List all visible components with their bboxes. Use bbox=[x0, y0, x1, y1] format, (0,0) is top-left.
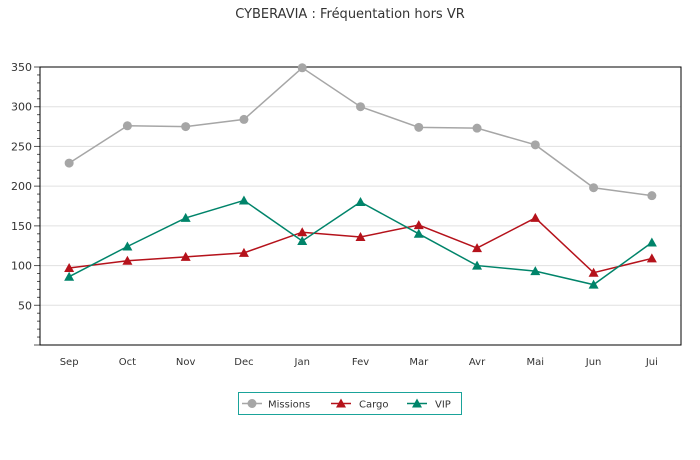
missions-point bbox=[297, 63, 307, 73]
y-tick-label: 150 bbox=[11, 220, 32, 233]
cargo-point bbox=[646, 253, 657, 263]
vip-point bbox=[588, 279, 599, 289]
missions-point bbox=[239, 114, 249, 124]
y-tick-label: 350 bbox=[11, 61, 32, 74]
y-tick-label: 300 bbox=[11, 101, 32, 114]
vip-point bbox=[413, 228, 424, 238]
missions-point bbox=[647, 191, 657, 201]
vip-point bbox=[64, 271, 75, 281]
y-tick-label: 250 bbox=[11, 140, 32, 153]
missions-point bbox=[181, 122, 191, 132]
missions-point bbox=[589, 183, 599, 193]
vip-point bbox=[180, 212, 191, 222]
missions-point bbox=[530, 140, 540, 150]
cargo-point bbox=[64, 262, 75, 272]
cargo-point bbox=[180, 251, 191, 261]
vip-point bbox=[122, 241, 133, 251]
missions-point bbox=[122, 121, 132, 131]
missions-point bbox=[414, 122, 424, 132]
y-tick-label: 50 bbox=[18, 299, 32, 312]
x-tick-label: Nov bbox=[176, 357, 196, 368]
vip-point bbox=[530, 266, 541, 276]
cargo-point bbox=[238, 247, 249, 257]
legend-marker-cargo bbox=[336, 398, 346, 408]
x-tick-label: Mai bbox=[527, 357, 545, 368]
cargo-point bbox=[413, 220, 424, 230]
legend-marker-missions bbox=[247, 399, 257, 408]
missions-point bbox=[64, 158, 74, 168]
x-tick-label: Oct bbox=[119, 357, 136, 368]
cargo-point bbox=[122, 255, 133, 265]
cargo-point bbox=[588, 267, 599, 277]
y-tick-label: 100 bbox=[11, 260, 32, 273]
legend-label-missions: Missions bbox=[268, 400, 310, 411]
legend-label-cargo: Cargo bbox=[359, 400, 389, 411]
cargo-point bbox=[297, 227, 308, 237]
vip-point bbox=[355, 197, 366, 207]
vip-line bbox=[68, 199, 653, 286]
plot-frame bbox=[39, 66, 682, 346]
legend-label-vip: VIP bbox=[435, 400, 451, 411]
vip-point bbox=[646, 237, 657, 247]
missions-line bbox=[68, 66, 652, 197]
vip-point bbox=[472, 260, 483, 270]
x-tick-label: Jui bbox=[645, 357, 658, 368]
cargo-point bbox=[472, 243, 483, 253]
legend-marker-vip bbox=[412, 398, 422, 408]
vip-point bbox=[297, 235, 308, 245]
x-tick-label: Avr bbox=[469, 357, 486, 368]
cargo-point bbox=[530, 212, 541, 222]
x-tick-label: Fev bbox=[352, 357, 369, 368]
x-tick-label: Dec bbox=[234, 357, 253, 368]
chart-title: CYBERAVIA : Fréquentation hors VR bbox=[235, 7, 465, 22]
missions-point bbox=[356, 102, 365, 112]
vip-point bbox=[238, 195, 249, 205]
missions-point bbox=[472, 123, 482, 133]
x-tick-label: Jan bbox=[294, 357, 310, 368]
x-tick-label: Mar bbox=[409, 357, 429, 368]
x-tick-label: Sep bbox=[60, 357, 79, 368]
cargo-point bbox=[355, 231, 366, 241]
y-tick-label: 200 bbox=[11, 180, 32, 193]
x-tick-label: Jun bbox=[585, 357, 602, 368]
